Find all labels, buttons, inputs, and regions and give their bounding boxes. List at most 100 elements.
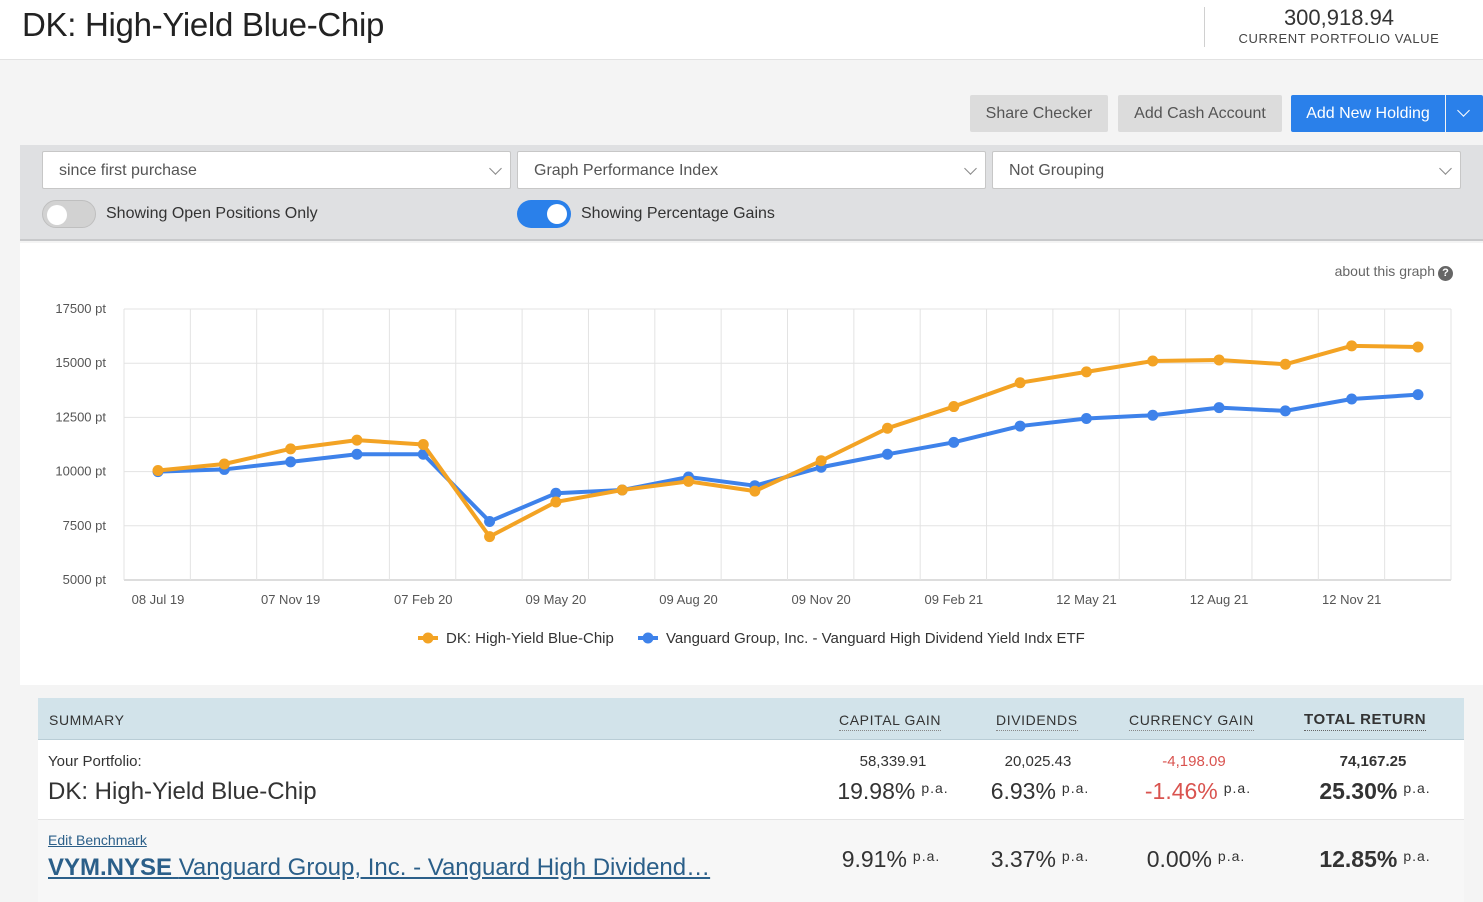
data-point-1 [1346, 393, 1358, 405]
data-point-0 [218, 458, 230, 470]
period-select[interactable]: since first purchase [42, 151, 511, 189]
total-return-value: 74,167.25 [1339, 753, 1407, 770]
about-graph-link[interactable]: about this graph? [1335, 263, 1453, 281]
total-return-header: TOTAL RETURN [1304, 711, 1427, 731]
data-point-0 [1080, 366, 1092, 378]
performance-chart: 5000 pt 7500 pt 10000 pt 12500 pt 15000 pt 17… [55, 301, 1452, 647]
help-icon: ? [1438, 266, 1453, 281]
data-point-1 [1014, 420, 1026, 432]
about-graph-label: about this graph [1334, 263, 1435, 279]
grouping-select[interactable]: Not Grouping [992, 151, 1461, 189]
currency-gain-pct-value: -1.46% [1144, 778, 1218, 804]
x-tick-label: 09 Nov 20 [792, 592, 851, 607]
y-tick-label: 5000 pt [63, 572, 107, 587]
y-tick-label: 10000 pt [55, 464, 106, 479]
total-return-pct: 25.30% p.a. [1305, 778, 1445, 805]
data-point-0 [351, 434, 363, 446]
data-point-1 [484, 515, 496, 527]
x-tick-label: 09 May 20 [526, 592, 587, 607]
share-checker-button[interactable]: Share Checker [970, 95, 1108, 132]
currency-gain-header: CURRENCY GAIN [1129, 712, 1255, 731]
y-tick-label: 15000 pt [55, 355, 106, 370]
data-point-1 [1213, 402, 1225, 414]
benchmark-link[interactable]: VYM.NYSE Vanguard Group, Inc. - Vanguard… [48, 854, 710, 882]
capital-gain-header: CAPITAL GAIN [839, 712, 942, 731]
benchmark-ticker: VYM.NYSE [48, 854, 173, 881]
data-point-0 [1147, 355, 1159, 367]
benchmark-total-return-pct-value: 12.85% [1319, 846, 1398, 872]
capital-gain-value: 58,339.91 [859, 753, 927, 770]
add-new-holding-button[interactable]: Add New Holding [1291, 95, 1445, 132]
series-line-0 [157, 343, 1419, 539]
capital-gain-pct: 19.98% p.a. [823, 778, 963, 805]
your-portfolio-label: Your Portfolio: [48, 753, 142, 770]
data-point-1 [1412, 389, 1424, 401]
chevron-down-icon [1439, 162, 1452, 175]
add-new-holding-dropdown-button[interactable] [1446, 95, 1483, 132]
pa-label: p.a. [912, 848, 941, 864]
x-tick-label: 12 Aug 21 [1190, 592, 1249, 607]
percentage-gains-label: Showing Percentage Gains [581, 205, 775, 222]
x-tick-label: 12 May 21 [1056, 592, 1117, 607]
data-point-0 [948, 401, 960, 413]
data-point-0 [683, 475, 695, 487]
x-tick-label: 07 Feb 20 [394, 592, 453, 607]
edit-benchmark-link[interactable]: Edit Benchmark [48, 832, 147, 848]
graph-type-select[interactable]: Graph Performance Index [517, 151, 986, 189]
portfolio-name: DK: High-Yield Blue-Chip [48, 778, 317, 805]
currency-gain-pct: -1.46% p.a. [1128, 778, 1268, 805]
currency-gain-value: -4,198.09 [1162, 753, 1226, 770]
toggle-knob [547, 204, 567, 224]
open-positions-toggle[interactable] [42, 200, 96, 228]
dividends-pct: 6.93% p.a. [970, 778, 1110, 805]
legend-swatch-dot [422, 632, 434, 644]
y-tick-label: 7500 pt [63, 518, 107, 533]
chevron-down-icon [1457, 104, 1470, 117]
data-point-0 [1346, 340, 1358, 352]
pa-label: p.a. [1061, 848, 1090, 864]
add-cash-account-button[interactable]: Add Cash Account [1118, 95, 1282, 132]
performance-chart-panel: about this graph? 5000 pt 7500 pt 10000 pt… [20, 243, 1483, 685]
pa-label: p.a. [1223, 780, 1252, 796]
open-positions-label: Showing Open Positions Only [106, 205, 318, 222]
top-bar: DK: High-Yield Blue-Chip 300,918.94 CURR… [0, 0, 1483, 60]
data-point-0 [1412, 341, 1424, 353]
legend-swatch-dot [642, 632, 654, 644]
benchmark-capital-gain-pct: 9.91% p.a. [821, 846, 961, 873]
portfolio-value: 300,918.94 [1283, 5, 1395, 30]
x-tick-label: 09 Feb 21 [925, 592, 984, 607]
portfolio-summary-row: Your Portfolio: DK: High-Yield Blue-Chip… [38, 740, 1464, 820]
data-point-0 [815, 455, 827, 467]
portfolio-value-label: CURRENT PORTFOLIO VALUE [1238, 31, 1440, 46]
benchmark-total-return-pct: 12.85% p.a. [1305, 846, 1445, 873]
data-point-1 [285, 456, 297, 468]
filter-panel: since first purchase Graph Performance I… [20, 145, 1483, 241]
data-point-0 [881, 422, 893, 434]
data-point-0 [1014, 377, 1026, 389]
data-point-1 [1080, 412, 1092, 424]
toggle-knob [47, 205, 67, 225]
data-point-0 [417, 439, 429, 450]
dividends-pct-value: 6.93% [990, 778, 1056, 804]
percentage-gains-toggle[interactable] [517, 200, 571, 228]
legend-label: Vanguard Group, Inc. - Vanguard High Div… [666, 630, 1085, 647]
graph-type-select-value: Graph Performance Index [534, 162, 719, 179]
benchmark-currency-gain-pct-value: 0.00% [1146, 846, 1212, 872]
pa-label: p.a. [1403, 848, 1431, 864]
chevron-down-icon [489, 162, 502, 175]
pa-label: p.a. [921, 780, 949, 796]
summary-table: SUMMARY CAPITAL GAIN DIVIDENDS CURRENCY … [38, 698, 1464, 902]
data-point-0 [1279, 358, 1291, 370]
benchmark-capital-gain-pct-value: 9.91% [841, 846, 907, 872]
period-select-value: since first purchase [59, 162, 197, 179]
data-point-1 [1147, 409, 1159, 421]
data-point-1 [550, 487, 562, 499]
data-point-0 [550, 496, 562, 508]
y-tick-label: 17500 pt [55, 301, 106, 316]
y-tick-label: 12500 pt [55, 409, 106, 424]
page-title: DK: High-Yield Blue-Chip [22, 6, 385, 43]
x-tick-label: 08 Jul 19 [132, 592, 185, 607]
benchmark-dividends-pct-value: 3.37% [990, 846, 1056, 872]
summary-header-row: SUMMARY CAPITAL GAIN DIVIDENDS CURRENCY … [38, 698, 1464, 740]
data-point-0 [616, 484, 628, 496]
